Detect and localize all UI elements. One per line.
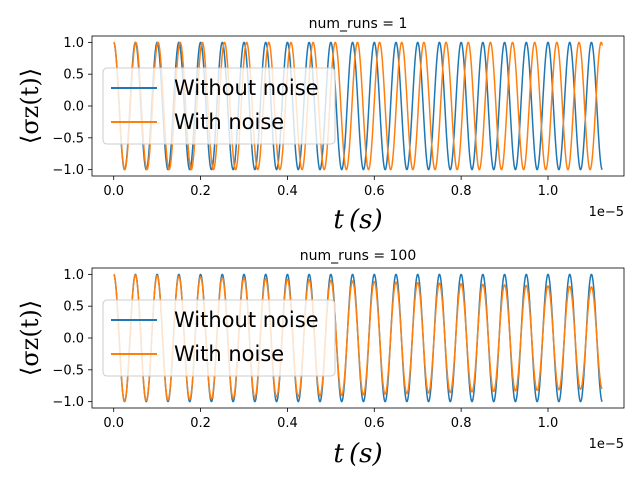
y-tick-label: 1.0: [63, 36, 84, 51]
y-tick-label: 0.0: [63, 100, 84, 115]
y-tick-label: −0.5: [52, 131, 84, 146]
x-tick-label: 0.0: [103, 184, 124, 199]
x-tick-label: 0.6: [364, 416, 385, 431]
x-ticks: 0.0 0.2 0.4 0.6 0.8 1.0: [103, 408, 558, 431]
x-tick-label: 0.6: [364, 184, 385, 199]
y-axis-label: ⟨σz(t)⟩: [16, 300, 44, 376]
legend-box: [102, 299, 336, 377]
legend-label-with-noise: With noise: [174, 342, 284, 366]
x-tick-label: 1.0: [538, 184, 559, 199]
legend-label-with-noise: With noise: [174, 110, 284, 134]
y-tick-label: 0.5: [63, 300, 84, 315]
x-tick-label: 0.0: [103, 416, 124, 431]
x-tick-label: 0.2: [190, 184, 211, 199]
x-tick-label: 0.8: [451, 416, 472, 431]
legend-box: [102, 67, 336, 145]
x-offset-label: 1e−5: [589, 437, 624, 452]
y-tick-label: −1.0: [52, 163, 84, 178]
x-ticks: 0.0 0.2 0.4 0.6 0.8 1.0: [103, 176, 558, 199]
legend: Without noise With noise: [102, 67, 336, 145]
y-tick-label: −0.5: [52, 363, 84, 378]
x-tick-label: 0.2: [190, 416, 211, 431]
legend: Without noise With noise: [102, 299, 336, 377]
y-ticks: 1.0 0.5 0.0 −0.5 −1.0: [52, 268, 92, 410]
subplot-num-runs-1: num_runs = 1 0.0 0.2 0.4 0.6 0.8 1.0 1.0 0.5 0.…: [16, 16, 625, 235]
subplot-num-runs-100: num_runs = 100 0.0 0.2 0.4 0.6 0.8 1.0 1.0 0.5…: [16, 248, 625, 469]
y-axis-label: ⟨σz(t)⟩: [16, 68, 44, 144]
subplot-title: num_runs = 1: [309, 16, 408, 32]
legend-label-without-noise: Without noise: [174, 308, 319, 332]
y-tick-label: 0.0: [63, 332, 84, 347]
y-ticks: 1.0 0.5 0.0 −0.5 −1.0: [52, 36, 92, 178]
y-tick-label: −1.0: [52, 395, 84, 410]
y-tick-label: 1.0: [63, 268, 84, 283]
legend-label-without-noise: Without noise: [174, 76, 319, 100]
x-tick-label: 0.8: [451, 184, 472, 199]
x-tick-label: 0.4: [277, 184, 298, 199]
x-offset-label: 1e−5: [589, 205, 624, 220]
x-axis-label: t (s): [333, 205, 382, 235]
x-tick-label: 0.4: [277, 416, 298, 431]
y-tick-label: 0.5: [63, 68, 84, 83]
subplot-title: num_runs = 100: [300, 248, 417, 264]
x-axis-label: t (s): [333, 439, 382, 469]
x-tick-label: 1.0: [538, 416, 559, 431]
